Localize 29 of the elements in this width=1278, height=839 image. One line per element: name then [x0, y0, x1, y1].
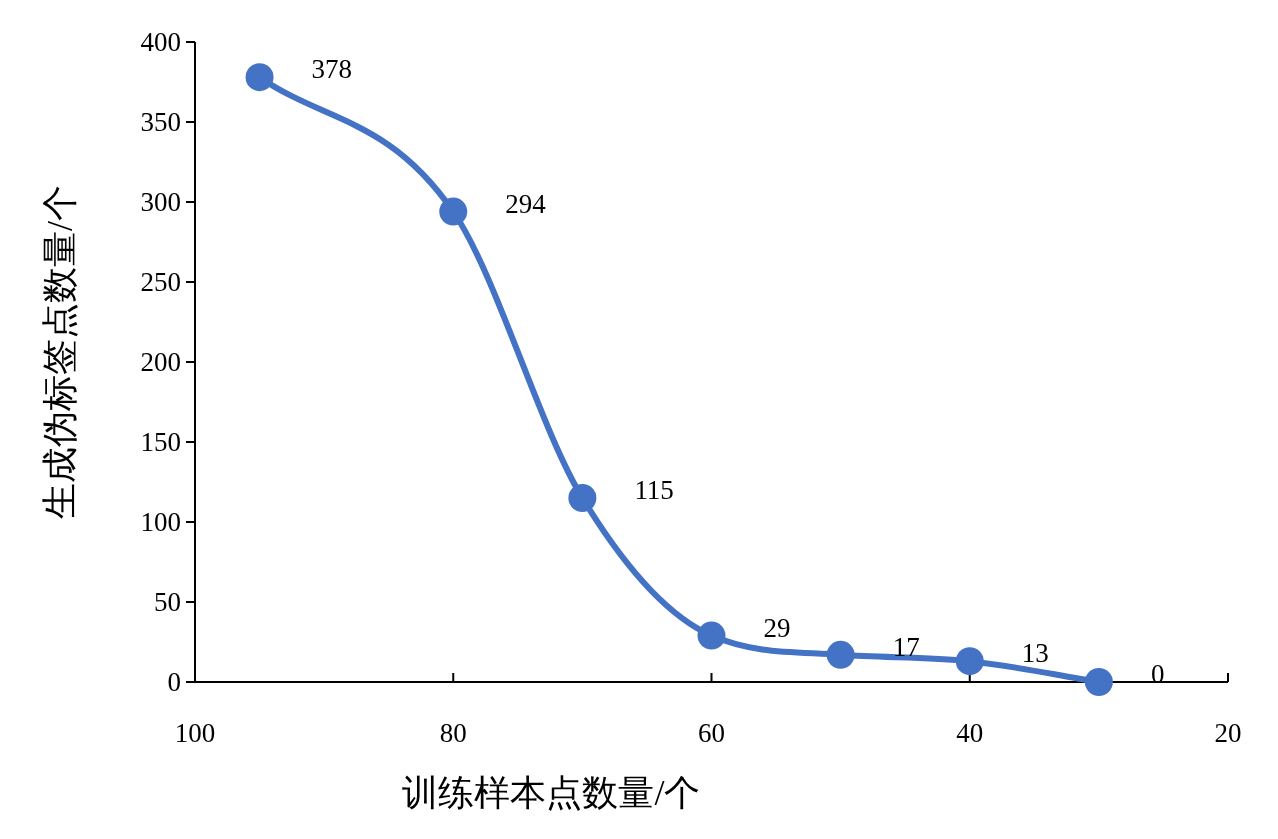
y-tick-label: 0 — [167, 667, 181, 697]
data-label: 378 — [311, 54, 353, 85]
data-label: 17 — [892, 631, 920, 662]
point — [439, 197, 468, 226]
data-label: 115 — [634, 475, 674, 505]
y-tick-label: 50 — [154, 587, 181, 617]
x-tick-label: 80 — [439, 718, 467, 748]
x-tick-label: 20 — [1214, 718, 1242, 748]
y-tick-label: 400 — [140, 27, 181, 57]
point — [697, 621, 726, 650]
y-tick-label: 100 — [140, 507, 181, 537]
point — [1084, 668, 1113, 696]
point — [826, 640, 855, 669]
point — [568, 484, 597, 512]
data-label: 29 — [763, 612, 791, 643]
data-label: 13 — [1021, 638, 1049, 669]
x-tick-label: 40 — [956, 718, 984, 748]
point — [245, 63, 274, 92]
x-tick-label: 100 — [174, 718, 216, 748]
data-label: 294 — [505, 188, 547, 219]
y-axis-title: 生成伪标签点数量/个 — [40, 184, 80, 520]
point — [955, 647, 984, 676]
y-tick-label: 150 — [140, 427, 181, 457]
y-tick-label: 200 — [140, 347, 181, 377]
x-tick-label: 60 — [698, 718, 725, 748]
y-tick-label: 250 — [140, 267, 181, 297]
x-axis-title: 训练样本点数量/个 — [402, 773, 701, 813]
y-tick-label: 350 — [140, 107, 181, 137]
y-tick-label: 300 — [140, 187, 181, 217]
